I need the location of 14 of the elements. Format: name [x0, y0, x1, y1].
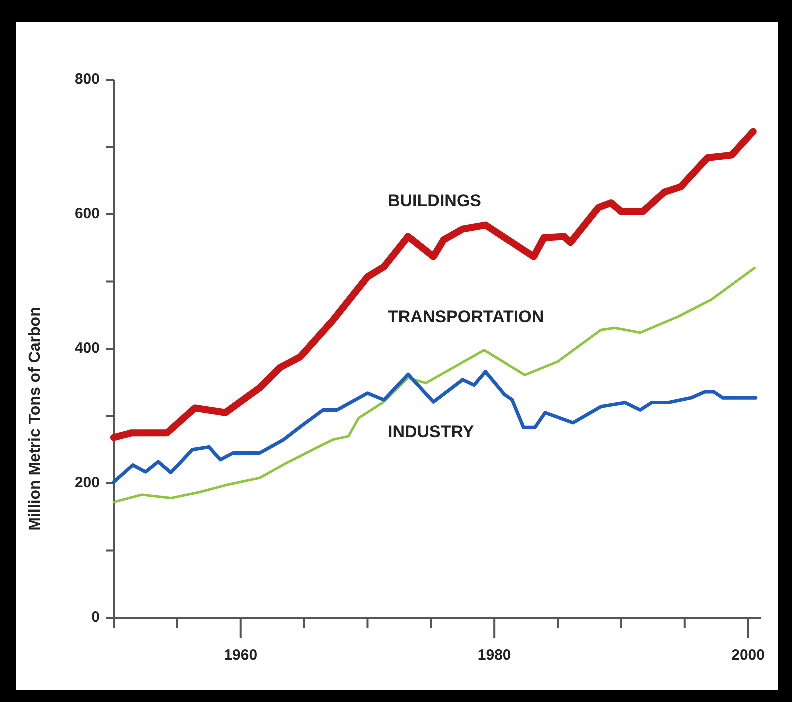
x-tick-label: 1980: [478, 647, 512, 664]
x-tick-label: 2000: [732, 647, 765, 664]
y-tick-label: 600: [74, 205, 100, 222]
text: TRANSPORTATION: [388, 307, 544, 326]
series-label: INDUSTRY: [388, 422, 475, 442]
y-axis-title: Million Metric Tons of Carbon: [27, 307, 44, 531]
y-tick-label: 400: [74, 340, 100, 357]
y-tick-label: 800: [74, 70, 100, 88]
y-tick-label: 200: [74, 474, 100, 492]
line-series: [112, 370, 758, 484]
series-label: BUILDINGS: [388, 191, 482, 210]
line-series: [112, 267, 756, 504]
y-tick-label: 0: [92, 608, 100, 626]
x-tick-label: 1960: [224, 647, 258, 664]
